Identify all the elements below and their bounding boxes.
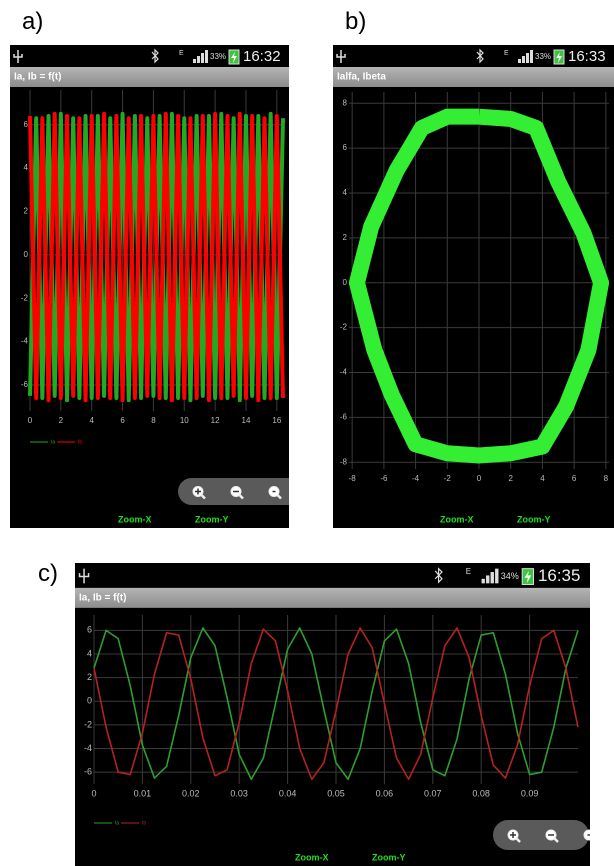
x-tick-label: 8 [151,416,156,425]
screen-canvas: E 33% 16:32 Ia, Ib = f(t) -6 -4 -2 0 2 4 6 0 2 4 6 8 10 1… [10,45,289,528]
phone-screen: E 33% 16:32 Ia, Ib = f(t) -6 -4 -2 0 2 4 6 0 2 4 6 8 10 1… [10,45,289,528]
network-type: E [466,567,471,576]
x-tick-label: 0.05 [327,788,345,798]
signal-bar [495,569,498,584]
zoom-x-button[interactable]: Zoom-X [295,852,329,862]
zoom-panel [493,820,589,850]
clock: 16:32 [243,48,281,65]
y-tick-label: 2 [343,233,348,242]
y-tick-label: 6 [24,120,29,129]
x-tick-label: 6 [120,416,125,425]
panel-label: b) [345,8,366,36]
signal-bar [193,59,196,63]
y-tick-label: -2 [340,323,348,332]
y-tick-label: -6 [84,767,92,777]
signal-bar [201,53,204,63]
y-tick-label: 2 [24,207,29,216]
x-tick-label: 4 [89,416,94,425]
y-tick-label: 4 [343,188,348,197]
y-tick-label: 0 [24,250,29,259]
y-tick-label: -4 [21,337,29,346]
y-tick-label: -6 [21,380,29,389]
x-tick-label: 8 [604,474,609,483]
y-tick-label: 6 [87,625,92,635]
legend-label: Ia [115,820,119,826]
zoom-x-button[interactable]: Zoom-X [118,514,152,524]
screen-title: Ialfa, Ibeta [337,72,386,83]
screen-canvas: E 34% 16:35 Ia, Ib = f(t) -6 -4 -2 0 2 4 6 0 0.01 0.0… [75,563,590,866]
y-tick-label: -6 [340,412,348,421]
battery-percent: 33% [210,52,226,61]
x-tick-label: 16 [272,416,281,425]
zoom-y-button[interactable]: Zoom-Y [372,852,406,862]
x-tick-label: 0.01 [134,788,152,798]
x-tick-label: 0.06 [376,788,394,798]
screen-title: Ia, Ib = f(t) [79,593,127,604]
y-tick-label: 0 [343,278,348,287]
signal-bar [526,53,529,63]
x-tick-label: 2 [59,416,64,425]
x-tick-label: 0.09 [521,788,539,798]
legend-label: Ib [142,820,146,826]
signal-bar [197,56,200,63]
panel-label: c) [38,560,58,588]
x-tick-label: -8 [349,474,357,483]
screen-canvas: E 33% 16:33 Ialfa, Ibeta -8 -6 -4 -2 0 2 4 6 8 -8 -6 -4… [333,45,614,528]
x-tick-label: 0 [91,788,96,798]
x-tick-label: 2 [508,474,513,483]
signal-bar [482,579,485,584]
signal-bar [491,572,494,583]
x-tick-label: 0.03 [230,788,248,798]
y-tick-label: -2 [21,293,29,302]
zoom-y-button[interactable]: Zoom-Y [517,514,551,524]
signal-bar [530,50,533,63]
x-tick-label: 12 [211,416,220,425]
x-tick-label: 4 [540,474,545,483]
legend-label: Ib [78,439,82,445]
y-tick-label: -4 [84,743,92,753]
x-tick-label: -6 [380,474,388,483]
network-type: E [179,50,184,57]
y-tick-label: 2 [87,672,92,682]
signal-bar [486,575,489,583]
x-tick-label: 0.04 [279,788,297,798]
screen-title: Ia, Ib = f(t) [14,72,62,83]
battery-percent: 33% [535,52,551,61]
x-tick-label: -2 [444,474,452,483]
y-tick-label: -4 [340,368,348,377]
x-tick-label: 0.08 [472,788,490,798]
title-bar [75,588,590,608]
y-tick-label: 4 [24,163,29,172]
x-tick-label: -4 [412,474,420,483]
y-tick-label: -2 [84,719,92,729]
y-tick-label: 6 [343,143,348,152]
phone-screen: E 34% 16:35 Ia, Ib = f(t) -6 -4 -2 0 2 4 6 0 0.01 0.0… [75,563,590,866]
x-tick-label: 0 [28,416,33,425]
legend-label: Ia [51,439,55,445]
panel-label: a) [22,8,43,36]
zoom-y-button[interactable]: Zoom-Y [195,514,229,524]
clock: 16:35 [538,566,580,585]
zoom-x-button[interactable]: Zoom-X [440,514,474,524]
network-type: E [504,50,509,57]
signal-bar [522,56,525,63]
page: a) E 33% 16:32 Ia, Ib = f(t) -6 -4 -2 0 2 4 6 0 2 4 6 8 1… [0,0,614,866]
x-tick-label: 0.07 [424,788,442,798]
clock: 16:33 [568,48,606,65]
x-tick-label: 0.02 [182,788,200,798]
y-tick-label: 4 [87,648,92,658]
phone-screen: E 33% 16:33 Ialfa, Ibeta -8 -6 -4 -2 0 2 4 6 8 -8 -6 -4… [333,45,614,528]
y-tick-label: -8 [340,457,348,466]
signal-bar [205,50,208,63]
signal-bar [518,59,521,63]
y-tick-label: 8 [343,98,348,107]
y-tick-label: 0 [87,696,92,706]
battery-percent: 34% [501,571,519,581]
x-tick-label: 0 [477,474,482,483]
x-tick-label: 10 [180,416,189,425]
x-tick-label: 6 [572,474,577,483]
x-tick-label: 14 [242,416,251,425]
